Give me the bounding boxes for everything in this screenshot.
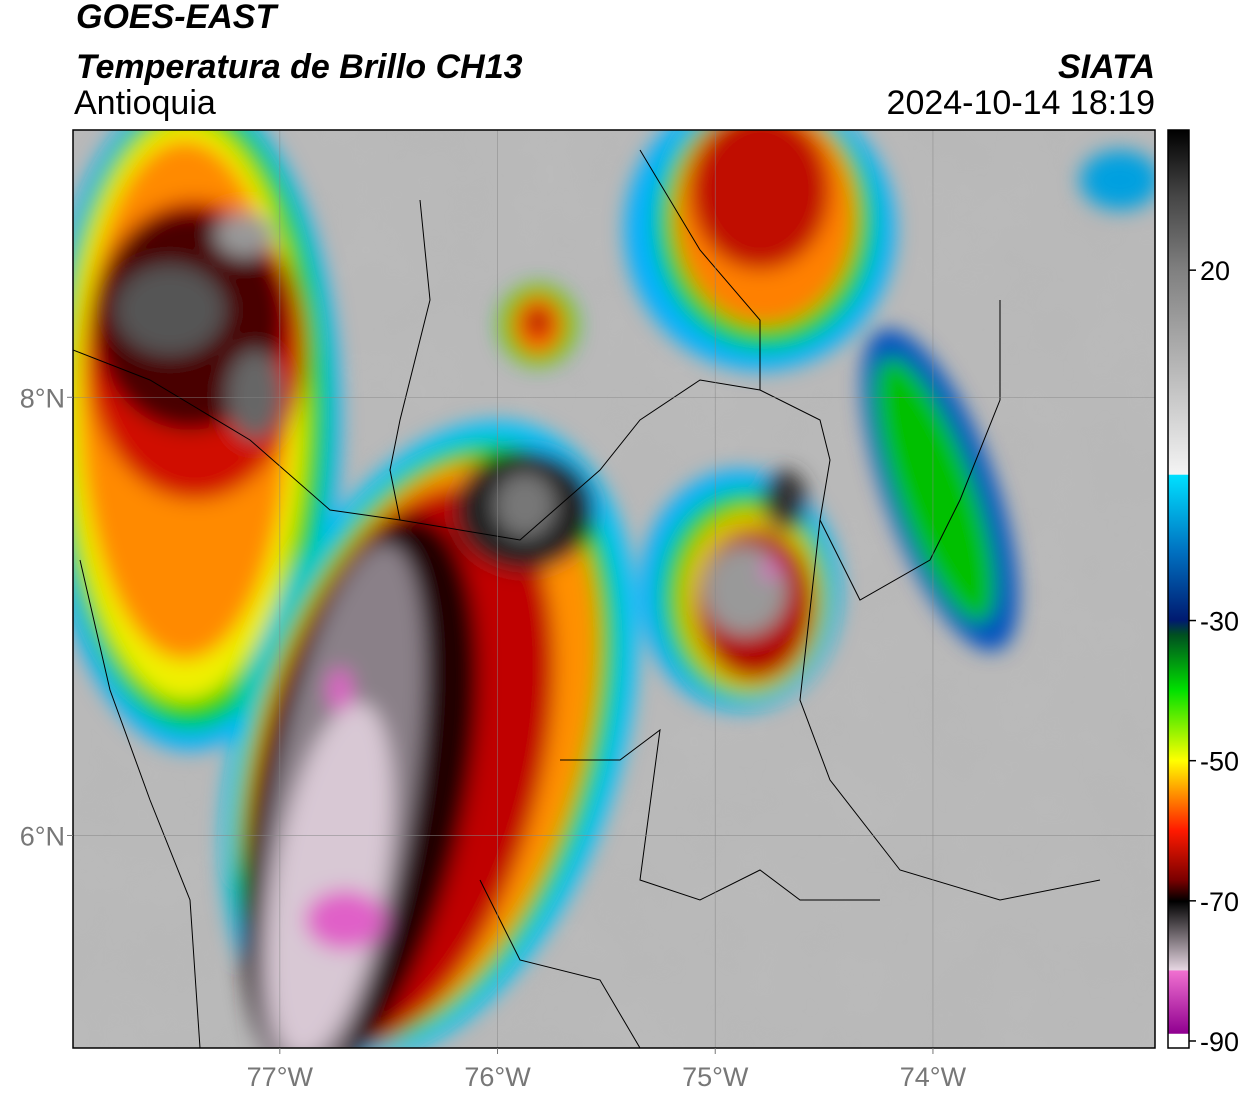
colorbar [1167,129,1190,1049]
borders [73,149,1101,1048]
colorbar-tick-label: -70 [1200,887,1239,917]
y-tick-label: 8°N [20,383,65,413]
x-tick-label: 75°W [682,1062,749,1092]
x-tick-label: 77°W [247,1062,314,1092]
title: GOES-EAST [76,0,279,36]
x-tick-label: 74°W [900,1062,967,1092]
colorbar-tick-label: -90 [1200,1027,1239,1057]
map-frame [72,129,1156,1049]
x-tick-label: 76°W [464,1062,531,1092]
colorbar-tick-label: -50 [1200,747,1239,777]
y-tick-label: 6°N [20,821,65,851]
region: Antioquia [74,84,216,122]
imagery [73,130,1155,1048]
subtitle: Temperatura de Brillo CH13 [76,48,523,86]
timestamp: 2024-10-14 18:19 [887,84,1155,122]
colorbar-tick-label: -30 [1200,607,1239,637]
colorbar-tick-label: 20 [1200,256,1230,286]
source: SIATA [1058,48,1155,86]
